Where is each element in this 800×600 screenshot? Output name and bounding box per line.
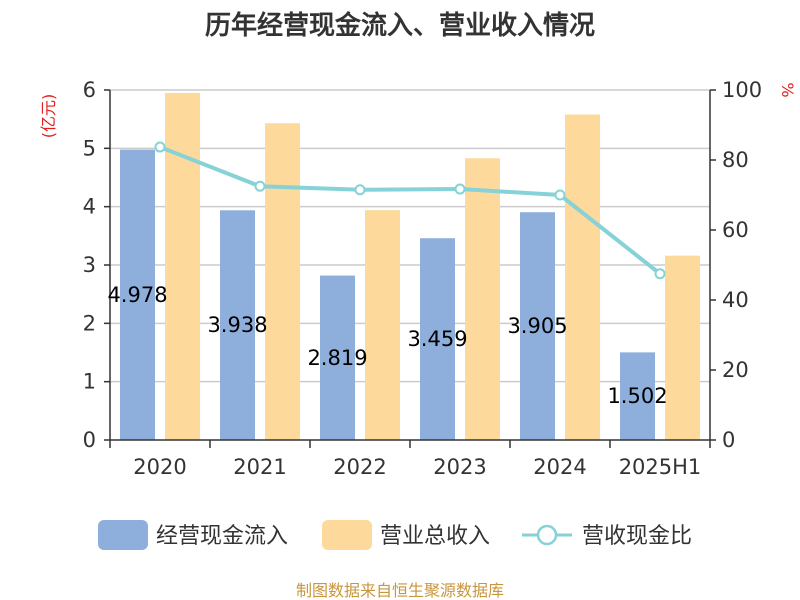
cash-inflow-value-label: 3.905 <box>507 314 567 338</box>
x-tick-label: 2020 <box>133 455 186 479</box>
legend-label: 营收现金比 <box>582 524 692 549</box>
ratio-line-point <box>554 189 566 201</box>
bar-revenue <box>565 114 600 440</box>
right-tick-label: 0 <box>722 428 735 452</box>
x-tick-label: 2023 <box>433 455 486 479</box>
x-tick-label: 2025H1 <box>619 455 702 479</box>
ratio-line <box>154 141 666 280</box>
legend-line-marker <box>536 524 558 546</box>
left-tick-label: 0 <box>83 428 96 452</box>
data-labels: 4.978 3.938 2.819 3.459 3.905 1.502 <box>107 283 667 408</box>
right-tick-label: 40 <box>722 288 749 312</box>
bar-cash-inflow <box>520 212 555 440</box>
x-tick-label: 2024 <box>533 455 586 479</box>
legend-label: 营业总收入 <box>380 524 490 549</box>
source-note: 制图数据来自恒生聚源数据库 <box>296 581 504 600</box>
x-tick-label: 2021 <box>233 455 286 479</box>
right-axis-unit: % <box>778 82 797 97</box>
bar-cash-inflow <box>620 352 655 440</box>
bar-revenue <box>165 92 200 441</box>
bars <box>120 92 700 441</box>
left-tick-label: 1 <box>83 370 96 394</box>
left-tick-label: 5 <box>83 136 96 160</box>
left-axis-unit: (亿元) <box>39 94 58 139</box>
bar-revenue <box>465 158 500 440</box>
bar-cash-inflow <box>220 210 255 440</box>
ratio-line-point <box>154 141 166 153</box>
bar-revenue <box>365 210 400 440</box>
ratio-line-point <box>354 184 366 196</box>
legend-swatch <box>98 520 148 550</box>
ratio-line-point <box>454 183 466 195</box>
left-tick-label: 2 <box>83 311 96 335</box>
left-tick-label: 3 <box>83 253 96 277</box>
bar-revenue <box>665 255 700 440</box>
right-tick-label: 60 <box>722 218 749 242</box>
cash-inflow-value-label: 3.938 <box>207 313 267 337</box>
right-tick-label: 100 <box>722 78 762 102</box>
ratio-line-point <box>254 180 266 192</box>
left-tick-label: 6 <box>83 78 96 102</box>
left-tick-label: 4 <box>83 195 96 219</box>
cash-inflow-value-label: 3.459 <box>407 327 467 351</box>
grid <box>110 89 710 383</box>
cash-inflow-value-label: 4.978 <box>107 283 167 307</box>
bar-revenue <box>265 123 300 440</box>
bar-cash-inflow <box>420 238 455 440</box>
chart-title: 历年经营现金流入、营业收入情况 <box>205 10 595 41</box>
right-tick-label: 80 <box>722 148 749 172</box>
right-tick-label: 20 <box>722 358 749 382</box>
legend: 经营现金流入 营业总收入 营收现金比 <box>98 520 692 550</box>
bar-cash-inflow <box>320 275 355 440</box>
cash-inflow-value-label: 1.502 <box>607 384 667 408</box>
cash-inflow-value-label: 2.819 <box>307 346 367 370</box>
ratio-line-path <box>159 145 662 276</box>
ratio-line-point <box>654 268 666 280</box>
x-tick-label: 2022 <box>333 455 386 479</box>
legend-label: 经营现金流入 <box>156 524 288 549</box>
bar-cash-inflow <box>120 149 155 440</box>
legend-swatch <box>322 520 372 550</box>
